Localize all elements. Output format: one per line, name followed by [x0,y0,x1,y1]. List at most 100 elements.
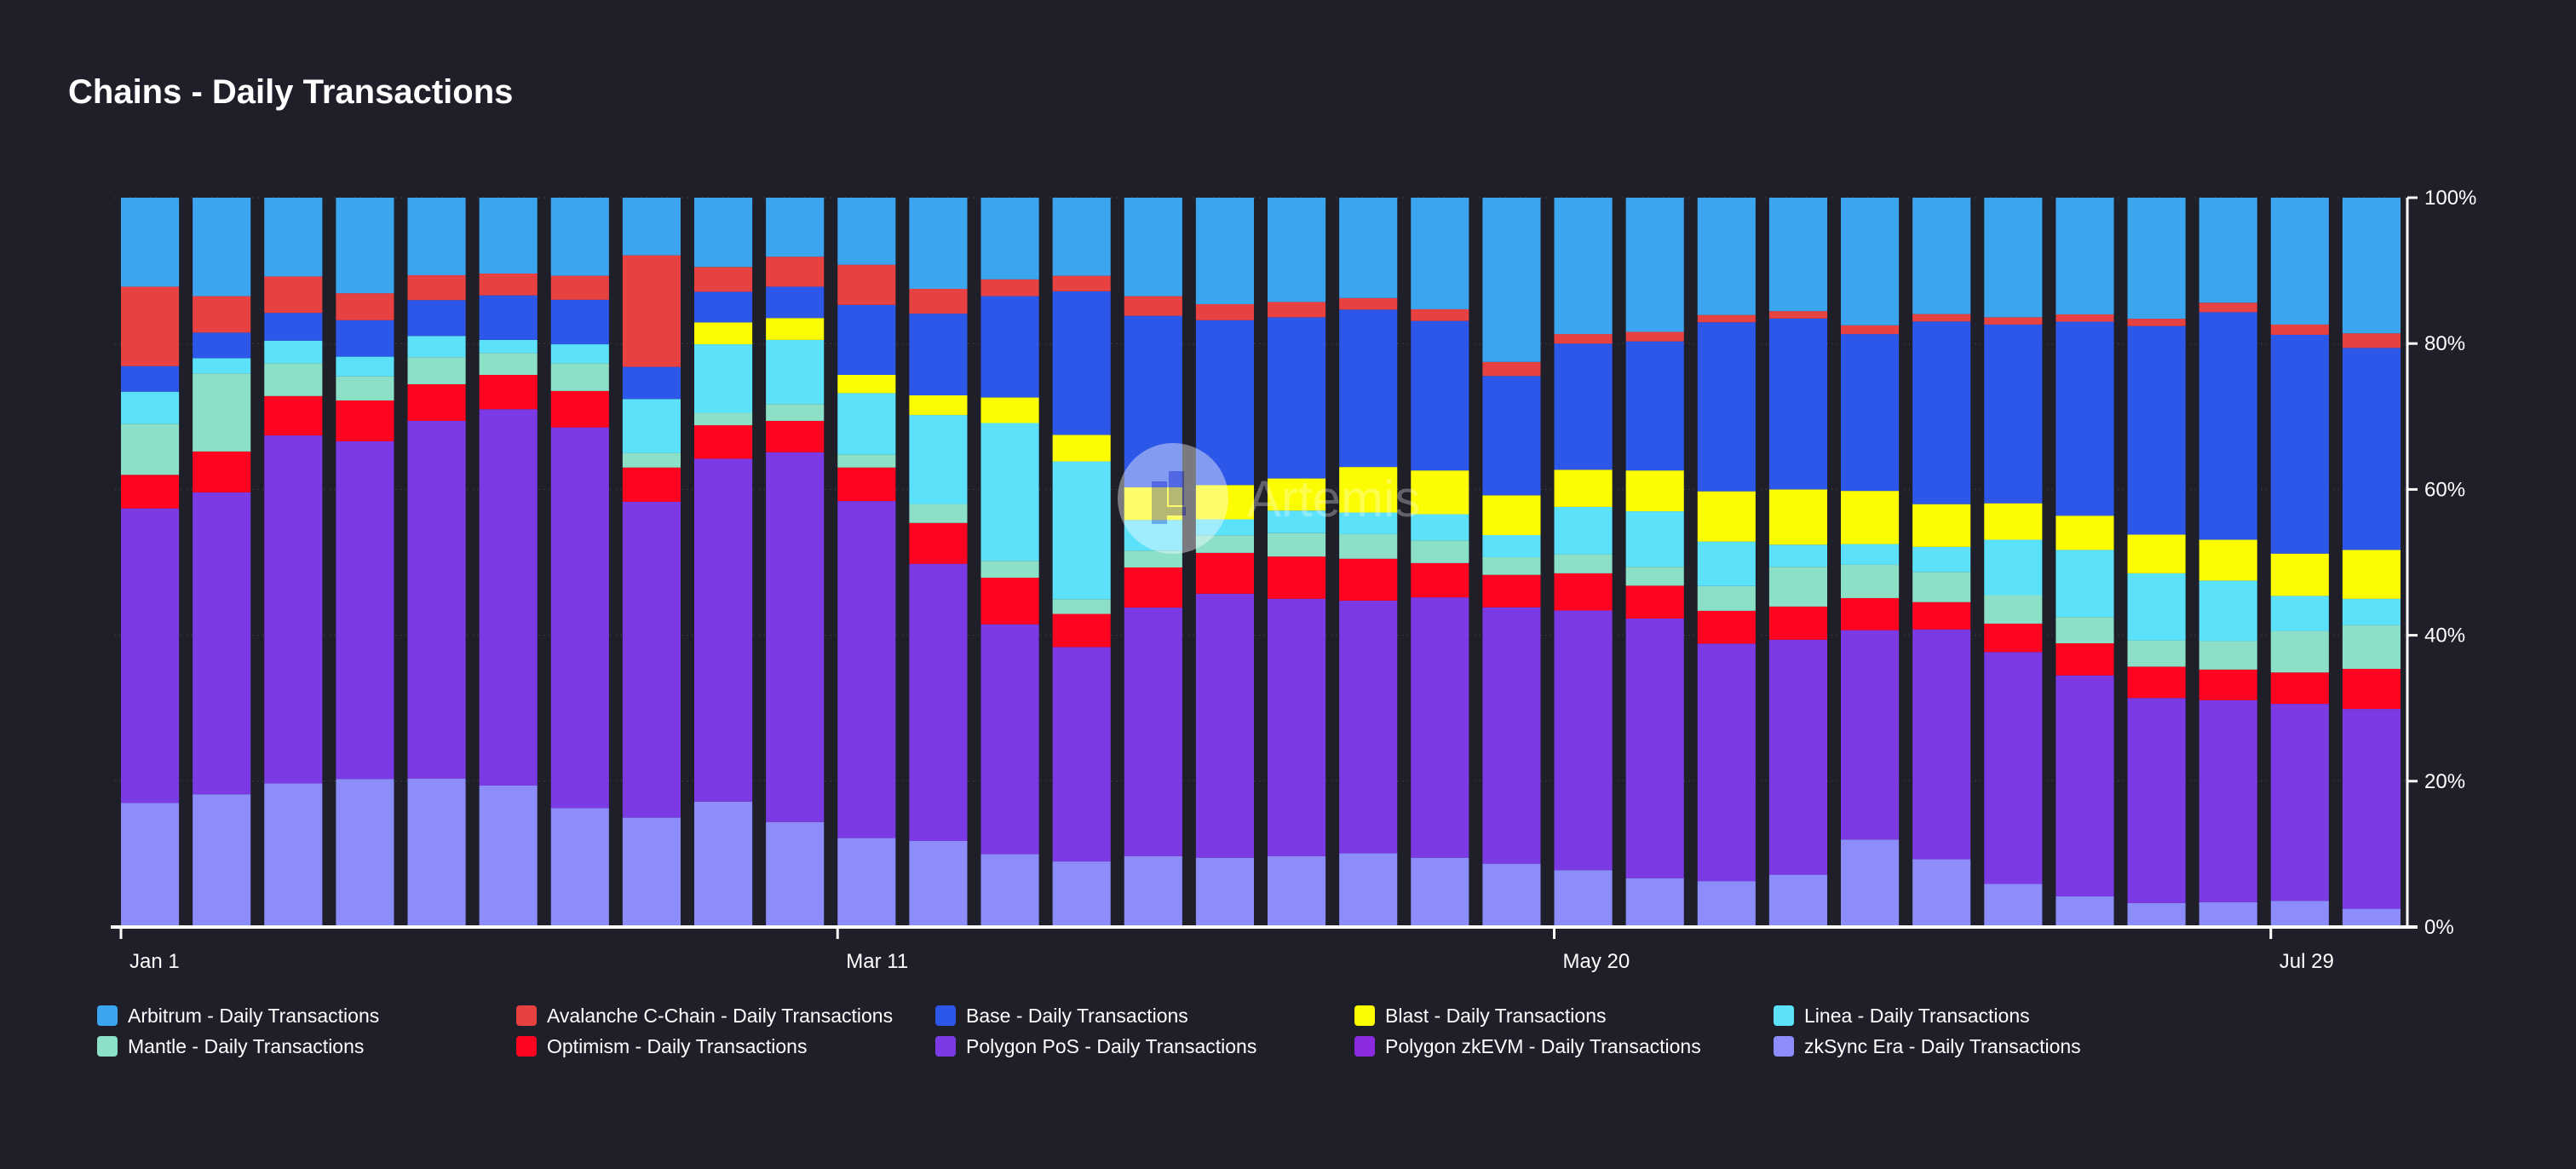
bar-segment[interactable] [407,275,466,301]
bar-segment[interactable] [980,854,1039,927]
bar-segment[interactable] [909,522,968,564]
bar-segment[interactable] [1052,599,1111,614]
bar-segment[interactable] [837,198,896,265]
bar-segment[interactable] [407,198,466,276]
bar-segment[interactable] [193,358,251,374]
bar-segment[interactable] [1411,470,1469,515]
bar-segment[interactable] [2270,553,2329,596]
bar-segment[interactable] [1697,881,1756,927]
bar-segment[interactable] [2127,319,2186,326]
bar-stack[interactable] [1768,198,1827,927]
bar-segment[interactable] [193,332,251,359]
bar-segment[interactable] [1984,503,2043,540]
bar-segment[interactable] [1554,573,1613,611]
bar-segment[interactable] [1339,297,1398,310]
bar-segment[interactable] [1841,334,1900,492]
bar-segment[interactable] [1625,331,1684,342]
bar-segment[interactable] [1124,315,1182,487]
bar-segment[interactable] [2342,908,2401,927]
bar-stack[interactable] [264,198,323,927]
bar-stack[interactable] [2127,198,2186,927]
bar-segment[interactable] [1841,597,1900,631]
bar-segment[interactable] [550,275,609,300]
bar-segment[interactable] [2056,643,2114,676]
bar-segment[interactable] [550,344,609,364]
bar-segment[interactable] [407,778,466,927]
bar-segment[interactable] [622,399,681,453]
bar-segment[interactable] [1912,629,1971,860]
bar-segment[interactable] [1625,341,1684,471]
bar-segment[interactable] [1768,489,1827,545]
bar-segment[interactable] [479,409,538,786]
bar-segment[interactable] [1554,870,1613,927]
bar-segment[interactable] [1052,461,1111,600]
bar-segment[interactable] [622,467,681,502]
bar-segment[interactable] [2056,314,2114,322]
bar-segment[interactable] [1411,857,1469,927]
bar-segment[interactable] [1912,198,1971,314]
bar-segment[interactable] [1124,550,1182,567]
bar-segment[interactable] [1841,198,1900,325]
bar-stack[interactable] [1482,198,1541,927]
bar-segment[interactable] [2056,896,2114,927]
bar-segment[interactable] [2127,698,2186,903]
bar-segment[interactable] [1339,309,1398,468]
bar-segment[interactable] [264,435,323,784]
bar-segment[interactable] [264,198,323,277]
bar-segment[interactable] [1411,198,1469,309]
bar-segment[interactable] [1482,535,1541,557]
bar-segment[interactable] [2056,675,2114,897]
bar-segment[interactable] [1768,567,1827,607]
bar-segment[interactable] [1482,198,1541,362]
bar-segment[interactable] [550,808,609,927]
bar-segment[interactable] [336,441,394,780]
bar-segment[interactable] [622,817,681,927]
bar-segment[interactable] [2056,550,2114,618]
bar-segment[interactable] [694,801,753,927]
bar-segment[interactable] [1052,613,1111,648]
bar-stack[interactable] [121,198,180,927]
bar-segment[interactable] [1268,533,1326,557]
bar-segment[interactable] [1912,546,1971,573]
bar-stack[interactable] [1124,198,1182,927]
bar-segment[interactable] [909,289,968,314]
bar-segment[interactable] [1268,478,1326,511]
bar-segment[interactable] [1841,839,1900,927]
bar-segment[interactable] [2270,672,2329,705]
bar-segment[interactable] [407,336,466,358]
bar-segment[interactable] [407,420,466,779]
bar-segment[interactable] [193,451,251,492]
bar-segment[interactable] [336,293,394,320]
bar-stack[interactable] [2056,198,2114,927]
bar-segment[interactable] [1052,435,1111,462]
bar-segment[interactable] [980,423,1039,561]
bar-segment[interactable] [121,366,180,392]
bar-segment[interactable] [1554,334,1613,344]
bar-segment[interactable] [121,803,180,927]
bar-segment[interactable] [407,357,466,384]
bar-segment[interactable] [1411,320,1469,471]
bar-segment[interactable] [2270,901,2329,927]
bar-segment[interactable] [2199,641,2257,670]
bar-segment[interactable] [1984,198,2043,318]
bar-segment[interactable] [2127,640,2186,667]
bar-segment[interactable] [980,561,1039,578]
bar-segment[interactable] [766,256,825,287]
bar-segment[interactable] [336,320,394,357]
bar-segment[interactable] [694,322,753,345]
bar-stack[interactable] [1339,198,1398,927]
bar-segment[interactable] [1124,608,1182,856]
bar-segment[interactable] [264,363,323,396]
bar-stack[interactable] [1841,198,1900,927]
bar-segment[interactable] [2199,312,2257,540]
bar-segment[interactable] [336,376,394,400]
bar-segment[interactable] [1268,855,1326,927]
bar-segment[interactable] [407,300,466,337]
bar-stack[interactable] [980,198,1039,927]
bar-segment[interactable] [2342,598,2401,625]
bar-segment[interactable] [2342,709,2401,909]
bar-segment[interactable] [336,400,394,441]
bar-segment[interactable] [1841,630,1900,840]
bar-segment[interactable] [1195,857,1254,927]
bar-segment[interactable] [1052,861,1111,927]
